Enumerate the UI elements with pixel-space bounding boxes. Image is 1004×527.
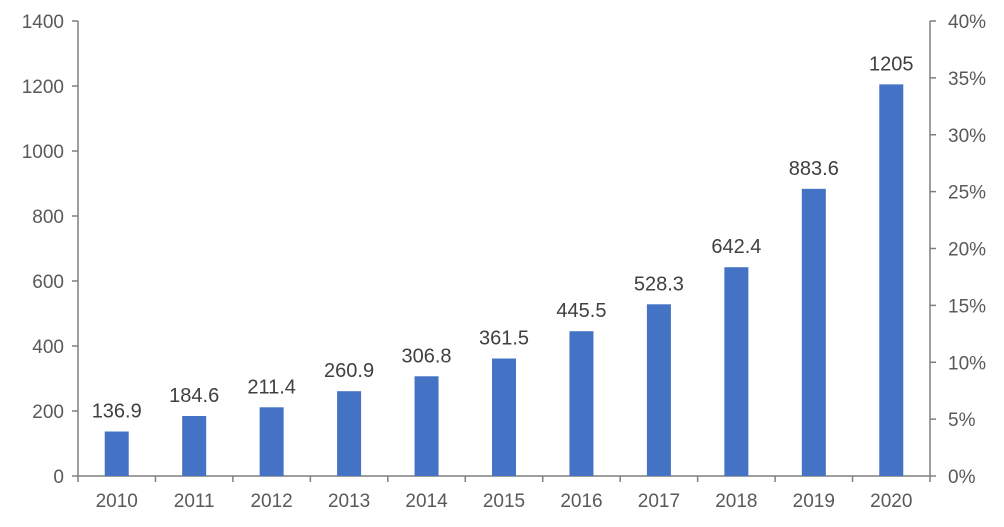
bar bbox=[724, 267, 749, 476]
bar bbox=[879, 84, 904, 476]
x-tick-label: 2010 bbox=[96, 491, 138, 512]
bar bbox=[337, 391, 362, 476]
x-tick-label: 2018 bbox=[715, 491, 757, 512]
bar bbox=[104, 431, 129, 476]
y-tick-label: 1400 bbox=[22, 12, 64, 33]
y2-tick-label: 5% bbox=[948, 410, 976, 431]
y-tick-label: 200 bbox=[32, 402, 64, 423]
data-label: 184.6 bbox=[169, 385, 219, 407]
bar bbox=[646, 304, 671, 476]
data-label: 361.5 bbox=[479, 328, 529, 350]
data-label: 260.9 bbox=[324, 360, 374, 382]
x-tick-label: 2017 bbox=[638, 491, 680, 512]
y-tick-label: 1200 bbox=[22, 77, 64, 98]
y-tick-label: 0 bbox=[53, 467, 64, 488]
y2-tick-label: 35% bbox=[948, 69, 986, 90]
labels: 2010 136.9 2011 184.6 2012 211.4 2013 260.9 2014… bbox=[92, 53, 914, 512]
data-label: 445.5 bbox=[556, 300, 606, 322]
axes: 0 200 400 600 800 1000 1200 1400 0% 5% 10% 15% 20% 25… bbox=[22, 12, 986, 488]
bar bbox=[259, 407, 284, 476]
y2-tick-label: 0% bbox=[948, 467, 976, 488]
y2-tick-label: 10% bbox=[948, 353, 986, 374]
y-tick-label: 800 bbox=[32, 207, 64, 228]
y-tick-label: 400 bbox=[32, 337, 64, 358]
y2-tick-label: 25% bbox=[948, 183, 986, 204]
data-label: 528.3 bbox=[634, 273, 684, 295]
bar bbox=[569, 331, 594, 476]
y2-tick-label: 20% bbox=[948, 240, 986, 261]
data-label: 211.4 bbox=[247, 376, 296, 398]
y2-tick-label: 40% bbox=[948, 12, 986, 33]
bar bbox=[492, 358, 516, 476]
x-tick-label: 2013 bbox=[328, 491, 370, 512]
y2-tick-label: 15% bbox=[948, 296, 986, 317]
y-tick-label: 1000 bbox=[22, 142, 64, 163]
bars bbox=[104, 84, 904, 476]
x-tick-label: 2019 bbox=[793, 491, 835, 512]
x-tick-label: 2011 bbox=[174, 491, 215, 512]
data-label: 883.6 bbox=[789, 158, 839, 180]
bar bbox=[801, 188, 826, 476]
data-label: 1205 bbox=[869, 53, 914, 75]
x-tick-label: 2015 bbox=[483, 491, 525, 512]
x-tick-label: 2016 bbox=[560, 491, 602, 512]
x-tick-label: 2014 bbox=[405, 491, 448, 512]
data-label: 136.9 bbox=[92, 401, 142, 423]
data-label: 642.4 bbox=[711, 236, 761, 258]
x-tick-label: 2012 bbox=[250, 491, 292, 512]
x-tick-label: 2020 bbox=[870, 491, 912, 512]
bar bbox=[414, 376, 439, 476]
y-tick-label: 600 bbox=[32, 272, 64, 293]
data-label: 306.8 bbox=[402, 345, 452, 367]
bar bbox=[182, 416, 207, 476]
y2-tick-label: 30% bbox=[948, 126, 986, 147]
